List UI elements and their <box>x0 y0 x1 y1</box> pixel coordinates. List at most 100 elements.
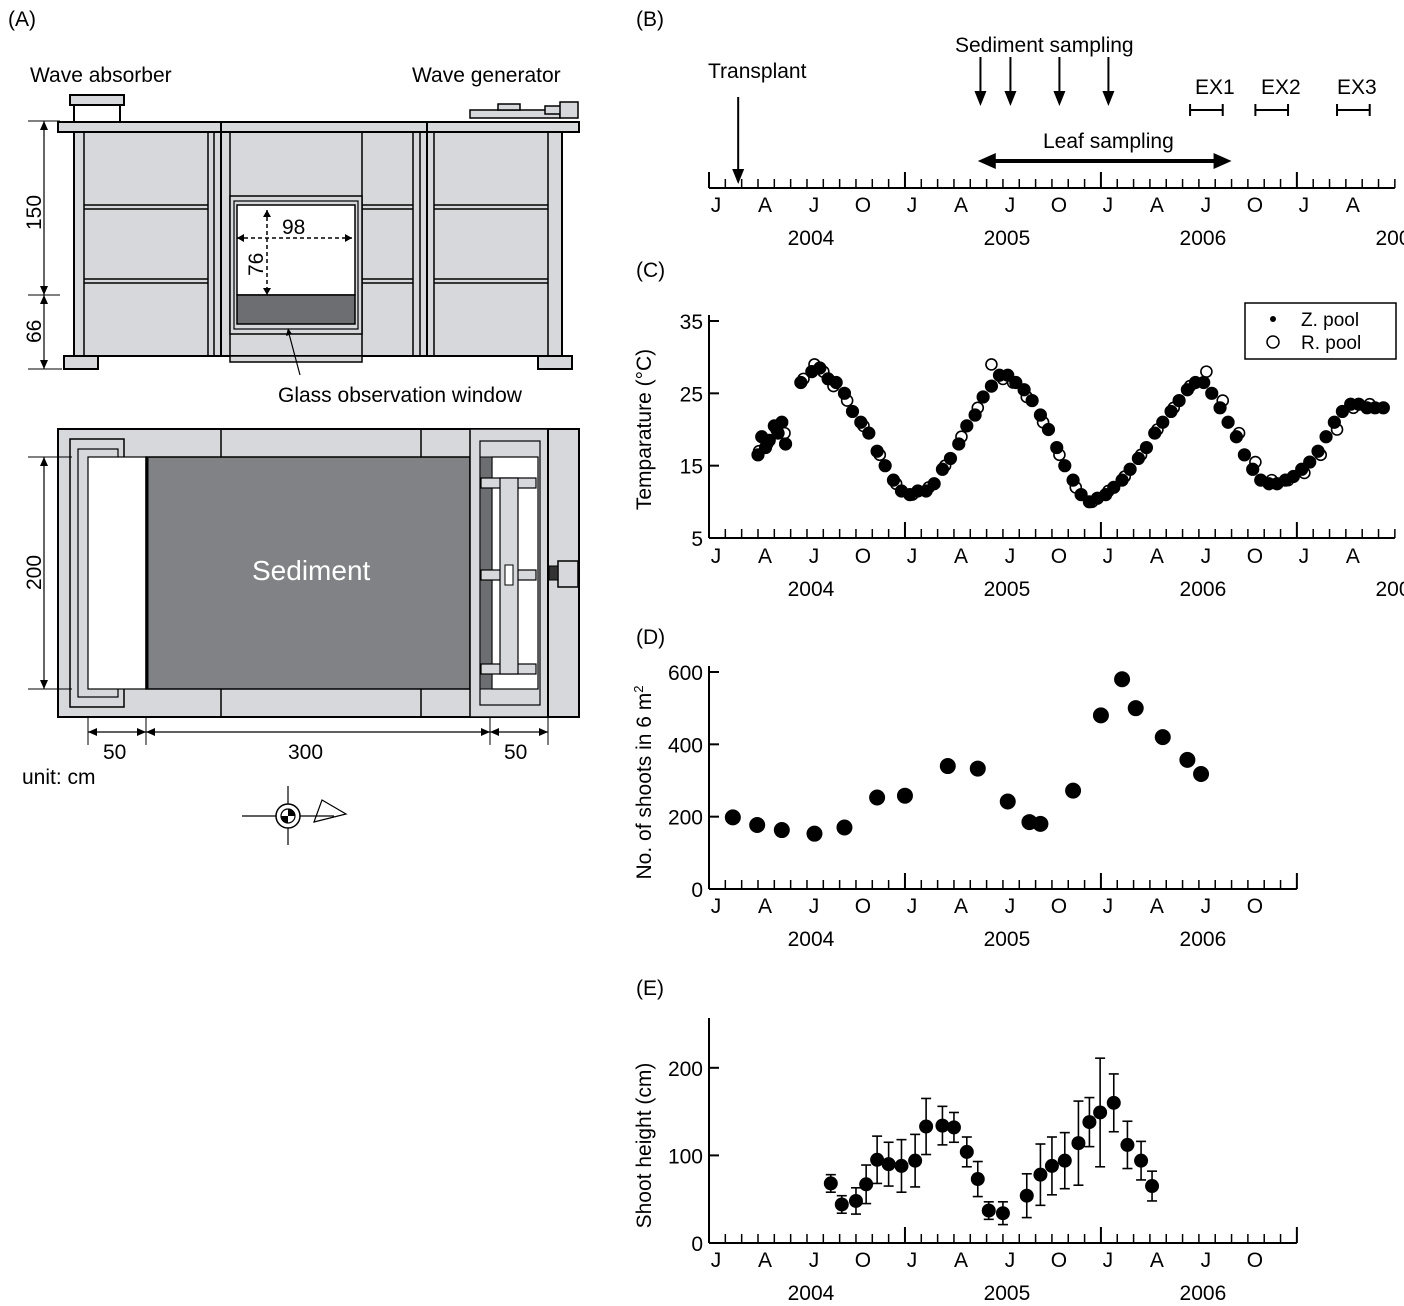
height-y-axis-label: Shoot height (cm) <box>633 1063 656 1229</box>
shoot-height-point <box>881 1157 896 1172</box>
shoots-month-label: J <box>1201 895 1212 918</box>
z-pool-point <box>854 415 868 429</box>
shoots-month-label: J <box>809 895 820 918</box>
shoot-count-point <box>749 816 766 833</box>
z-pool-point <box>952 437 966 451</box>
height-month-label: O <box>1247 1249 1263 1272</box>
sediment-sampling-arrow <box>1004 91 1017 106</box>
shoots-year-label: 2005 <box>984 928 1031 951</box>
shoot-height-point <box>1145 1179 1160 1194</box>
shoot-height-point <box>823 1176 838 1191</box>
shoot-count-point <box>1179 751 1196 768</box>
timeline-month-label: J <box>1299 194 1310 217</box>
shoots-y-axis-label: No. of shoots in 6 m2 <box>631 686 656 880</box>
z-pool-point <box>1017 383 1031 397</box>
shoot-height-point <box>859 1177 874 1192</box>
height-month-label: O <box>1051 1249 1067 1272</box>
z-pool-point <box>1009 375 1023 390</box>
tank-side-view: 98 76 Glass observation window 150 66 <box>23 94 580 407</box>
ex3-label: EX3 <box>1337 76 1377 99</box>
temp-month-label: J <box>1103 545 1114 568</box>
timeline-year-label: 2007 <box>1376 227 1404 250</box>
temp-year-label: 2005 <box>984 578 1031 601</box>
shoot-count-point <box>724 809 741 826</box>
shoot-count-point <box>969 760 986 777</box>
z-pool-point <box>1221 415 1235 429</box>
temp-year-label: 2004 <box>788 578 835 601</box>
transplant-arrow <box>732 169 745 184</box>
shoot-count-point <box>1065 782 1082 799</box>
shoot-height-point <box>1093 1105 1108 1120</box>
shoot-count-point <box>1193 765 1210 782</box>
shoots-y-tick-label: 400 <box>668 734 703 757</box>
timeline-month-label: J <box>907 194 918 217</box>
temp-month-label: A <box>758 545 772 568</box>
z-pool-point <box>1335 404 1349 419</box>
timeline-month-label: J <box>1201 194 1212 217</box>
timeline-month-label: O <box>855 194 871 217</box>
panel-a-tank-diagram: (A) Wave absorber Wave generator <box>8 8 580 845</box>
shoot-count-point <box>939 758 956 775</box>
tank-top-view: Sediment 200 <box>22 428 580 845</box>
transplant-label: Transplant <box>708 60 807 83</box>
z-pool-point <box>1213 401 1227 415</box>
panel-a-label: (A) <box>8 8 36 31</box>
temp-month-label: J <box>907 545 918 568</box>
z-pool-point <box>1327 415 1341 429</box>
height-month-label: J <box>711 1249 722 1272</box>
z-pool-point <box>1131 451 1145 466</box>
temp-month-label: J <box>1201 545 1212 568</box>
z-pool-point <box>886 473 901 487</box>
legend-z-pool-label: Z. pool <box>1301 310 1359 331</box>
length-50-left-label: 50 <box>103 741 126 764</box>
temp-month-label: J <box>711 545 722 568</box>
shoot-height-point <box>1019 1188 1034 1203</box>
sediment-label: Sediment <box>252 555 371 586</box>
height-year-label: 2006 <box>1180 1282 1227 1305</box>
z-pool-point <box>927 477 941 491</box>
wave-paddle <box>480 477 537 675</box>
shoots-month-label: O <box>1247 895 1263 918</box>
height-month-label: J <box>1201 1249 1212 1272</box>
temp-month-label: A <box>1346 545 1360 568</box>
shoot-height-point <box>1106 1095 1121 1110</box>
z-pool-point <box>1115 473 1129 487</box>
temp-y-tick-label: 15 <box>680 456 703 479</box>
width-200-label: 200 <box>23 555 46 590</box>
z-pool-point <box>1164 404 1178 419</box>
z-pool-point <box>1172 393 1186 408</box>
shoot-height-point <box>908 1153 923 1168</box>
z-pool-point <box>1025 393 1039 408</box>
glass-window-label: Glass observation window <box>278 384 523 407</box>
shoot-height-point <box>1057 1153 1072 1168</box>
z-pool-point <box>845 404 860 419</box>
shoot-height-point <box>1120 1137 1135 1152</box>
timeline-year-label: 2004 <box>788 227 835 250</box>
temp-month-label: J <box>1005 545 1016 568</box>
timeline-month-label: J <box>711 194 722 217</box>
shoots-month-label: J <box>1005 895 1016 918</box>
z-pool-point <box>1286 469 1300 484</box>
shoot-height-point <box>981 1203 996 1218</box>
shoots-month-label: J <box>711 895 722 918</box>
z-pool-point <box>1033 408 1048 422</box>
z-pool-point <box>968 408 982 422</box>
window-height-76: 76 <box>245 253 268 276</box>
shoot-count-point <box>999 793 1016 810</box>
sediment-sampling-arrow <box>1053 91 1066 106</box>
z-pool-point <box>813 361 827 375</box>
length-300-label: 300 <box>288 741 323 764</box>
panel-b-label: (B) <box>636 8 664 31</box>
z-pool-point <box>1303 455 1317 469</box>
z-pool-point <box>1246 462 1260 476</box>
shoots-year-label: 2004 <box>788 928 835 951</box>
z-pool-point <box>1376 401 1390 415</box>
shoot-count-point <box>1127 700 1144 717</box>
shoot-height-point <box>1082 1115 1097 1130</box>
shoots-month-label: J <box>1103 895 1114 918</box>
temp-y-axis-label: Temparature (°C) <box>633 349 656 510</box>
z-pool-point <box>778 437 793 451</box>
shoots-month-label: A <box>1150 895 1164 918</box>
